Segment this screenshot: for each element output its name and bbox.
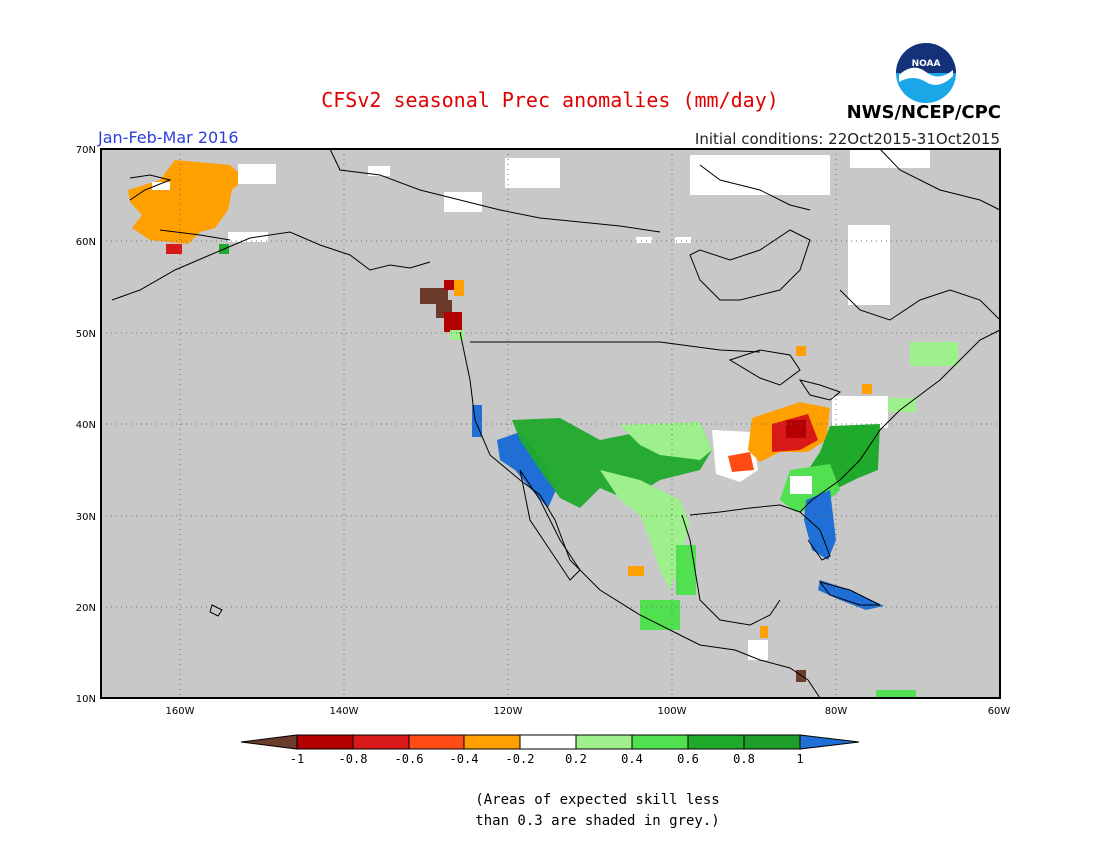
legend-swatch-9 [743,734,801,750]
legend-tick: -0.6 [395,752,424,766]
legend-swatch-8 [687,734,745,750]
lon-label-80W: 80W [825,706,848,717]
legend-swatch-below-min [240,734,298,750]
legend-swatch-2 [352,734,410,750]
legend-tick: -0.2 [506,752,535,766]
noaa-logo: NOAA [896,43,956,103]
map-frame [100,148,1001,699]
lat-label-60N: 60N [76,237,96,248]
lon-label-100W: 100W [658,706,687,717]
legend-tick: -1 [290,752,304,766]
forecast-period: Jan-Feb-Mar 2016 [98,128,239,147]
anomaly-patches [128,150,958,698]
color-legend [240,734,860,750]
noaa-logo-text: NOAA [912,59,941,69]
patch-alaska-red [166,244,182,254]
legend-tick: 0.6 [677,752,699,766]
initial-conditions: Initial conditions: 22Oct2015-31Oct2015 [694,130,1000,148]
lat-label-20N: 20N [76,603,96,614]
lon-label-60W: 60W [988,706,1011,717]
legend-swatch-4 [463,734,521,750]
legend-tick-labels: -1 -0.8 -0.6 -0.4 -0.2 0.2 0.4 0.6 0.8 1 [290,752,804,766]
latitude-labels: 70N 60N 50N 40N 30N 20N 10N [76,145,96,705]
legend-swatch-above-max [799,734,860,750]
legend-tick: -0.8 [339,752,368,766]
legend-swatch-5 [519,734,577,750]
lat-label-70N: 70N [76,145,96,156]
map-title: CFSv2 seasonal Prec anomalies (mm/day) [321,88,779,112]
legend-swatch-1 [296,734,354,750]
legend-swatch-3 [408,734,465,750]
legend-swatch-7 [631,734,689,750]
legend-tick: 0.4 [621,752,643,766]
skill-footnote: (Areas of expected skill less than 0.3 a… [0,790,1100,832]
lat-label-50N: 50N [76,329,96,340]
patch-alaska-white [152,182,170,190]
agency-name: NWS/NCEP/CPC [846,102,1001,123]
legend-tick: 0.2 [565,752,587,766]
coastlines [111,148,1001,699]
legend-tick: 1 [796,752,803,766]
longitude-labels: 160W 140W 120W 100W 80W 60W [166,706,1011,717]
legend-tick: -0.4 [450,752,479,766]
lat-label-40N: 40N [76,420,96,431]
footnote-line-1: (Areas of expected skill less [475,792,720,808]
lon-label-140W: 140W [330,706,359,717]
patch-alaska-white-2 [238,164,276,184]
footnote-line-2: than 0.3 are shaded in grey.) [475,813,720,829]
lon-label-160W: 160W [166,706,195,717]
lat-label-30N: 30N [76,512,96,523]
lon-label-120W: 120W [494,706,523,717]
lat-label-10N: 10N [76,694,96,705]
patch-alaska-orange [128,160,245,244]
patch-alaska-white-3 [228,232,268,242]
legend-swatch-6 [575,734,633,750]
legend-tick: 0.8 [733,752,755,766]
